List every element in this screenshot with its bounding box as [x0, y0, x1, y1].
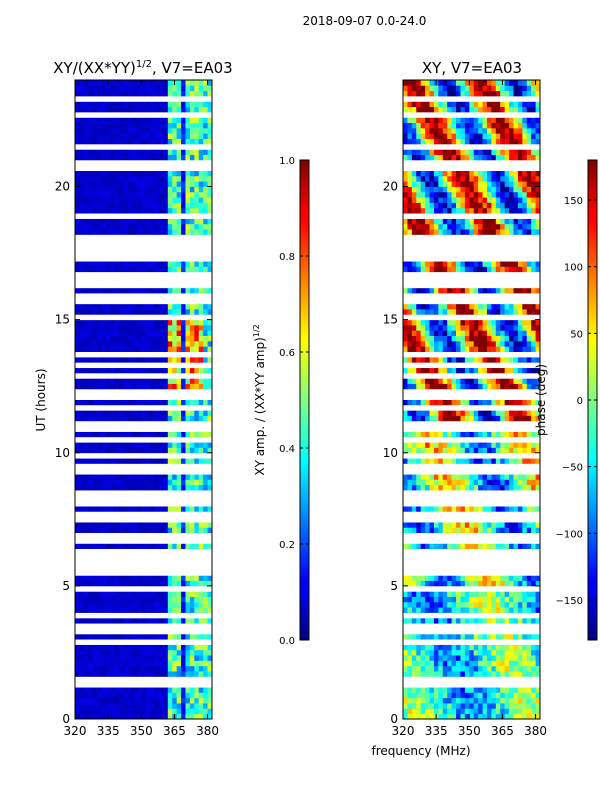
- y-tick-label: 0: [390, 712, 398, 726]
- x-tick-label: 365: [491, 724, 514, 738]
- colorbar-tick-label: −150: [556, 596, 583, 607]
- phase-heatmap: [403, 80, 540, 719]
- amplitude-colorbar: 0.0 0.2 0.4 0.6 0.8 1.0 XY amp. / (XX*YY amp)…: [252, 156, 310, 647]
- colorbar-tick-label: 0: [577, 396, 583, 407]
- phase-panel-title: XY, V7=EA03: [422, 59, 522, 77]
- phase-plot-frame: [402, 79, 541, 720]
- y-tick-label: 20: [383, 180, 398, 194]
- amplitude-heatmap: [75, 80, 212, 719]
- y-tick-label: 15: [383, 313, 398, 327]
- colorbar-tick-label: 0.8: [279, 252, 295, 263]
- colorbar-tick-label: −50: [562, 463, 583, 474]
- frequency-x-label: frequency (MHz): [371, 744, 470, 758]
- figure-suptitle: 2018-09-07 0.0-24.0: [302, 14, 427, 28]
- x-tick-label: 320: [392, 724, 415, 738]
- x-tick-label: 335: [425, 724, 448, 738]
- amplitude-panel-title: XY/(XX*YY)1/2, V7=EA03: [53, 59, 232, 77]
- phase-panel: XY, V7=EA03 320 335 350 365 380 0 5 10 15 20 freq…: [371, 59, 547, 758]
- x-tick-label: 335: [97, 724, 120, 738]
- colorbar-tick-label: 0.2: [279, 540, 295, 551]
- colorbar-tick-label: 0.0: [279, 636, 295, 647]
- phase-colorbar-label: phase (deg): [534, 364, 548, 436]
- colorbar-tick-label: 1.0: [279, 156, 295, 167]
- y-tick-label: 5: [390, 579, 398, 593]
- phase-axes: 320 335 350 365 380 0 5 10 15 20: [383, 80, 547, 738]
- y-tick-label: 10: [55, 446, 70, 460]
- x-tick-label: 350: [458, 724, 481, 738]
- amplitude-colorbar-ticks: 0.0 0.2 0.4 0.6 0.8 1.0: [279, 156, 309, 647]
- y-tick-label: 15: [55, 313, 70, 327]
- amplitude-axes: 320 335 350 365 380 0 5 10 15 20: [55, 80, 219, 738]
- amplitude-plot-frame: [74, 79, 213, 720]
- colorbar-tick-label: −100: [556, 529, 583, 540]
- colorbar-tick-label: 150: [564, 196, 583, 207]
- y-tick-label: 0: [62, 712, 70, 726]
- amplitude-colorbar-label: XY amp. / (XX*YY amp)1/2: [252, 324, 267, 475]
- y-tick-label: 10: [383, 446, 398, 460]
- colorbar-tick-label: 100: [564, 263, 583, 274]
- x-tick-label: 365: [163, 724, 186, 738]
- phase-colorbar: −150 −100 −50 0 50 100 150 phase (deg): [534, 159, 598, 641]
- amplitude-ratio-panel: XY/(XX*YY)1/2, V7=EA03 320 335 350 365 380 0 5…: [34, 59, 233, 738]
- phase-colorbar-ticks: −150 −100 −50 0 50 100 150: [556, 196, 597, 607]
- y-tick-label: 20: [55, 180, 70, 194]
- y-tick-label: 5: [62, 579, 70, 593]
- x-tick-label: 320: [64, 724, 87, 738]
- colorbar-tick-label: 50: [570, 329, 583, 340]
- amplitude-colorbar-gradient: [299, 159, 310, 641]
- amplitude-y-label: UT (hours): [34, 368, 48, 431]
- x-tick-label: 380: [524, 724, 547, 738]
- colorbar-tick-label: 0.6: [279, 348, 295, 359]
- x-tick-label: 350: [130, 724, 153, 738]
- x-tick-label: 380: [196, 724, 219, 738]
- colorbar-tick-label: 0.4: [279, 444, 295, 455]
